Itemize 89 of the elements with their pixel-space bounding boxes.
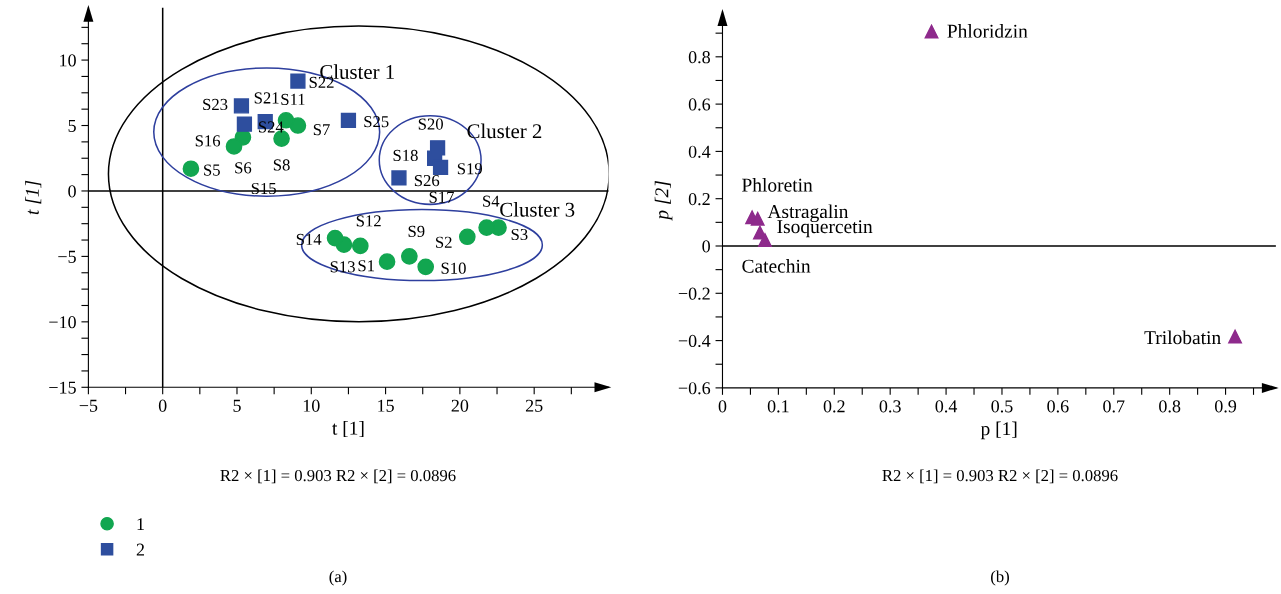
point <box>326 229 344 247</box>
x-tick-label: 0 <box>718 400 727 413</box>
point <box>233 98 250 114</box>
annotation: S3 <box>511 228 528 241</box>
annotation: S4 <box>483 195 500 207</box>
annotation: Phloridzin <box>947 24 1028 38</box>
point <box>478 219 495 236</box>
y-tick-label: −0.4 <box>678 334 711 348</box>
x-tick-label: 0.5 <box>991 400 1013 413</box>
annotation: S6 <box>235 162 252 174</box>
x-tick-label: 20 <box>451 399 469 412</box>
annotation: Phloretin <box>742 178 813 192</box>
y-tick-label: 0.6 <box>688 98 711 111</box>
y-tick-label: 0 <box>702 240 710 253</box>
text: R2 × [1] = 0.903 R2 × [2] = 0.0896 <box>882 469 1118 484</box>
x-tick-label: 5 <box>233 399 241 412</box>
legend-label: 1 <box>137 518 144 531</box>
annotation: S21 <box>254 92 279 104</box>
y-tick-label: 10 <box>60 54 76 67</box>
x-tick-label: 0.1 <box>767 400 789 413</box>
point <box>340 112 357 128</box>
point <box>924 24 939 39</box>
annotation: S8 <box>273 159 290 171</box>
point <box>391 170 407 186</box>
point <box>378 253 396 270</box>
point <box>351 237 369 255</box>
annotation: Catechin <box>742 259 811 273</box>
point <box>758 233 772 248</box>
text: R2 × [1] = 0.903 R2 × [2] = 0.0896 <box>220 469 456 484</box>
point <box>1228 329 1243 344</box>
point <box>432 159 449 176</box>
annotation: S18 <box>393 149 418 162</box>
x-axis-title: t [1] <box>332 421 364 438</box>
annotation: S10 <box>441 262 466 274</box>
x-tick-label: 0.9 <box>1214 400 1237 413</box>
annotation: S16 <box>195 135 221 147</box>
annotation: S1 <box>358 260 375 272</box>
y-axis-title: p [2] <box>654 181 673 221</box>
x-tick-label: 0.4 <box>935 400 958 413</box>
x-axis-title: p [1] <box>980 421 1017 440</box>
y-tick-label: −10 <box>49 316 76 329</box>
x-tick-label: 0 <box>158 399 167 412</box>
x-tick-label: 15 <box>378 399 394 412</box>
point <box>750 211 765 226</box>
annotation: S9 <box>408 225 425 237</box>
y-tick-label: −0.2 <box>678 287 710 300</box>
y-tick-label: −5 <box>58 250 76 263</box>
x-tick-label: 0.3 <box>879 400 901 413</box>
point <box>225 138 243 155</box>
y-tick-label: 0 <box>68 185 76 198</box>
x-tick-label: 0.8 <box>1159 400 1181 413</box>
x-tick-label: 0.7 <box>1103 400 1125 413</box>
text: (b) <box>991 570 1009 586</box>
x-tick-label: −5 <box>79 399 98 412</box>
y-tick-label: 0.8 <box>688 51 710 64</box>
annotation: S7 <box>313 124 330 136</box>
point <box>290 73 306 89</box>
y-axis-title: t [1] <box>25 180 42 215</box>
annotation: S23 <box>203 98 228 111</box>
annotation: Trilobatin <box>1144 330 1221 345</box>
annotation: S26 <box>414 175 440 187</box>
annotation: Cluster 2 <box>467 123 542 139</box>
annotation: Isoquercetin <box>777 220 873 238</box>
point <box>401 248 418 265</box>
y-tick-label: 0.2 <box>688 192 710 206</box>
y-tick-label: −15 <box>49 381 76 394</box>
annotation: S12 <box>356 215 381 227</box>
point <box>429 140 446 156</box>
y-tick-label: 5 <box>68 119 76 132</box>
x-tick-label: 10 <box>303 399 320 412</box>
annotation: Cluster 3 <box>500 202 575 217</box>
annotation: Astragalin <box>767 204 849 223</box>
annotation: S5 <box>204 164 220 176</box>
point <box>417 258 435 276</box>
annotation: S20 <box>418 118 443 130</box>
annotation: S13 <box>330 261 355 273</box>
y-tick-label: −0.6 <box>678 382 711 395</box>
point <box>236 116 253 132</box>
annotation: S2 <box>436 236 452 248</box>
point <box>182 160 200 178</box>
point <box>458 228 476 246</box>
annotation: S11 <box>281 93 305 106</box>
x-tick-label: 0.2 <box>823 400 845 413</box>
x-tick-label: 25 <box>525 399 543 412</box>
y-tick-label: 0.4 <box>688 145 711 158</box>
legend-label: 2 <box>136 543 145 556</box>
text: (a) <box>329 570 347 586</box>
annotation: S17 <box>429 191 455 203</box>
x-tick-label: 0.6 <box>1047 400 1069 413</box>
